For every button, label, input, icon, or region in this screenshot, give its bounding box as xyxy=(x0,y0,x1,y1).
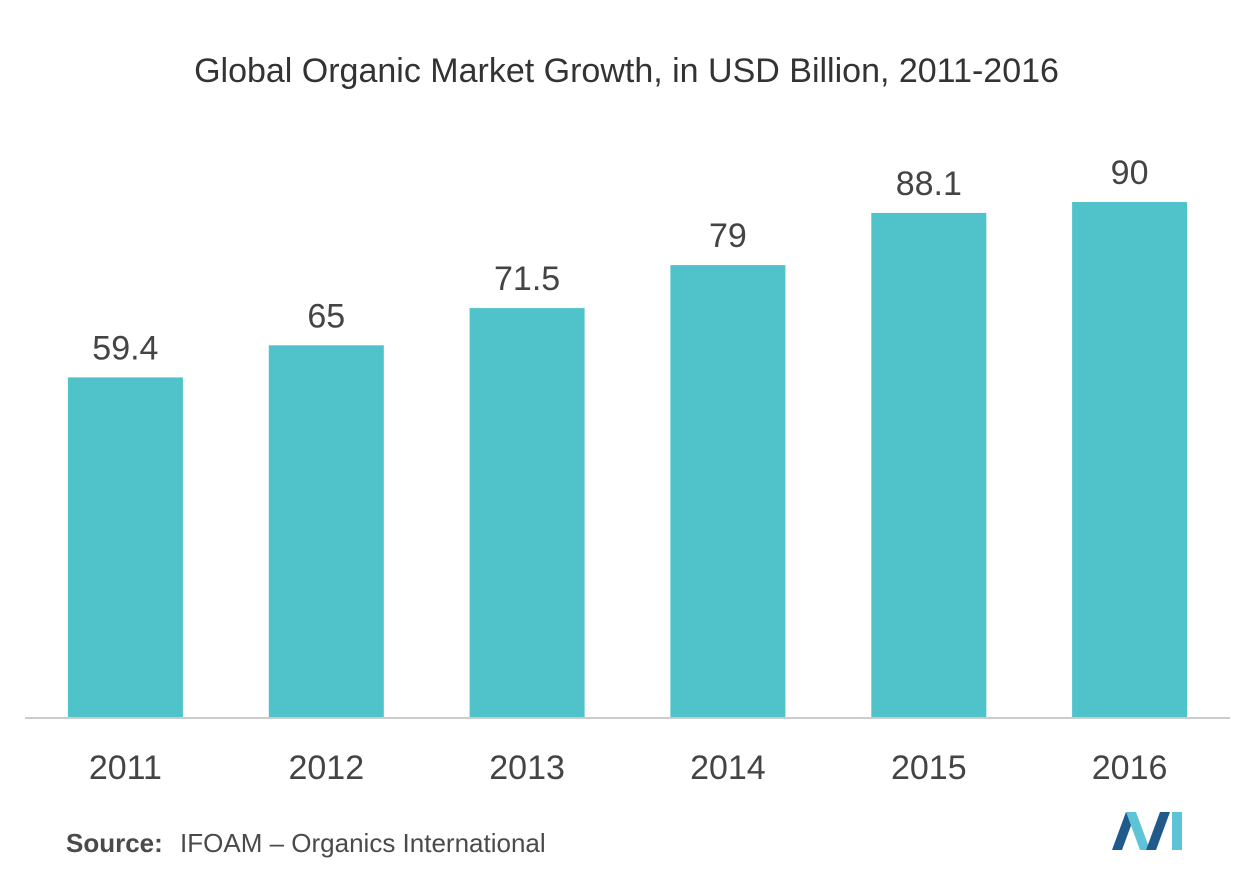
bar-2015 xyxy=(871,212,987,718)
x-tick-label-2013: 2013 xyxy=(489,749,565,787)
value-label-2011: 59.4 xyxy=(92,329,158,367)
value-label-2013: 71.5 xyxy=(494,260,560,298)
bar-2013 xyxy=(469,308,585,718)
chart-title: Global Organic Market Growth, in USD Bil… xyxy=(194,52,1059,90)
value-labels-layer: 59.4 65 71.5 79 88.1 90 xyxy=(92,154,1148,367)
bar-2016 xyxy=(1072,202,1188,718)
tick-labels-layer: 2011 2012 2013 2014 2015 2016 xyxy=(89,749,1168,787)
source-text: IFOAM – Organics International xyxy=(180,828,546,858)
bar-2012 xyxy=(268,345,384,718)
source-line: Source: IFOAM – Organics International xyxy=(66,828,546,859)
bar-2014 xyxy=(670,265,786,718)
x-tick-label-2016: 2016 xyxy=(1092,749,1168,787)
value-label-2014: 79 xyxy=(709,217,747,255)
bars-layer xyxy=(67,202,1188,718)
value-label-2016: 90 xyxy=(1111,154,1149,192)
value-label-2015: 88.1 xyxy=(896,165,962,203)
source-label: Source: xyxy=(66,828,163,858)
x-tick-label-2011: 2011 xyxy=(89,749,162,787)
value-label-2012: 65 xyxy=(307,297,345,335)
x-tick-label-2014: 2014 xyxy=(690,749,766,787)
x-tick-label-2012: 2012 xyxy=(288,749,364,787)
bar-2011 xyxy=(67,377,183,718)
x-tick-label-2015: 2015 xyxy=(891,749,967,787)
brand-logo-icon xyxy=(1112,812,1182,850)
